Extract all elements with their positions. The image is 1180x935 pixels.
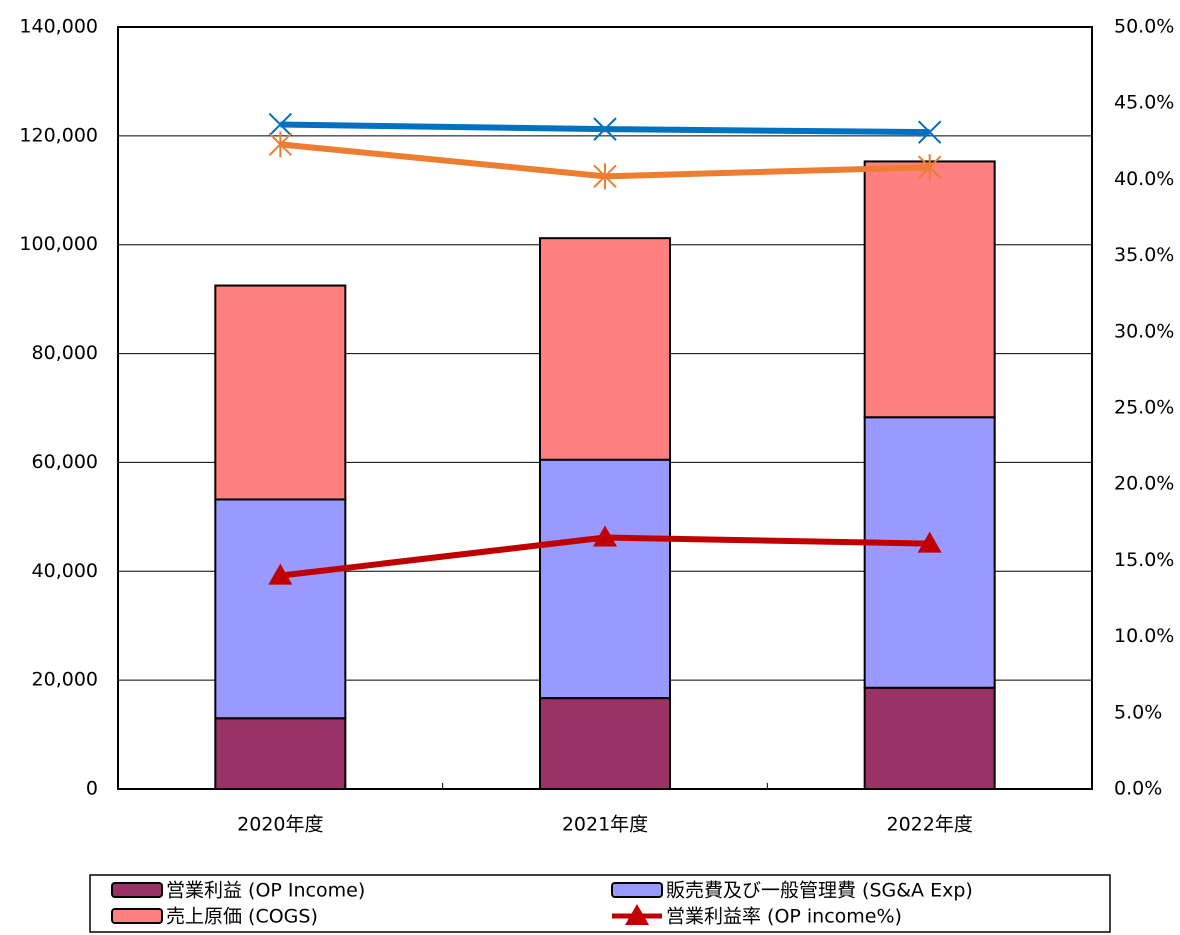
marker (593, 117, 617, 141)
y2-tick-label: 25.0% (1114, 397, 1174, 419)
bar (863, 686, 996, 791)
y2-tick-label: 50.0% (1114, 16, 1174, 38)
bar (863, 160, 996, 419)
x-tick-label: 2022年度 (886, 814, 972, 836)
x-tick-label: 2020年度 (237, 814, 323, 836)
y-tick-label: 60,000 (32, 451, 98, 473)
bar (539, 458, 671, 700)
legend-swatch (111, 908, 163, 924)
y-tick-label: 40,000 (32, 560, 98, 582)
bar (539, 697, 671, 791)
legend-label: 営業利益率 (OP income%) (666, 906, 902, 928)
y-tick-label: 0 (86, 778, 98, 800)
marker (625, 904, 649, 925)
y2-tick-label: 40.0% (1114, 168, 1174, 190)
y2-tick-label: 5.0% (1114, 701, 1162, 723)
marker (268, 112, 293, 137)
marker (593, 163, 617, 190)
y-tick-label: 100,000 (19, 233, 98, 255)
y2-tick-label: 30.0% (1114, 320, 1174, 342)
y-tick-label: 20,000 (32, 669, 98, 691)
legend-label: 販売費及び一般管理費 (SG&A Exp) (666, 880, 973, 902)
legend-box (89, 874, 1111, 933)
legend-swatch (611, 882, 663, 898)
y-tick-label: 80,000 (32, 342, 98, 364)
marker (268, 563, 293, 585)
y2-tick-label: 35.0% (1114, 244, 1174, 266)
legend: 営業利益 (OP Income) 販売費及び一般管理費 (SG&A Exp) 売上原… (89, 874, 1111, 933)
bar (539, 237, 671, 461)
legend-swatch (111, 882, 163, 898)
bar (214, 717, 347, 790)
bar (214, 284, 347, 501)
bar (214, 498, 347, 720)
y2-tick-label: 20.0% (1114, 473, 1174, 495)
y2-tick-label: 10.0% (1114, 625, 1174, 647)
legend-label: 売上原価 (COGS) (166, 906, 318, 928)
y-tick-label: 120,000 (19, 124, 98, 146)
y-tick-label: 140,000 (19, 16, 98, 38)
y2-tick-label: 0.0% (1114, 778, 1162, 800)
marker (917, 154, 942, 181)
marker (268, 131, 293, 158)
marker (593, 525, 617, 547)
legend-label: 営業利益 (OP Income) (166, 880, 365, 902)
marker (917, 531, 942, 553)
y2-tick-label: 45.0% (1114, 92, 1174, 114)
x-tick-label: 2021年度 (562, 814, 648, 836)
plot-border (117, 26, 1093, 790)
y2-tick-label: 15.0% (1114, 549, 1174, 571)
marker (917, 120, 942, 144)
